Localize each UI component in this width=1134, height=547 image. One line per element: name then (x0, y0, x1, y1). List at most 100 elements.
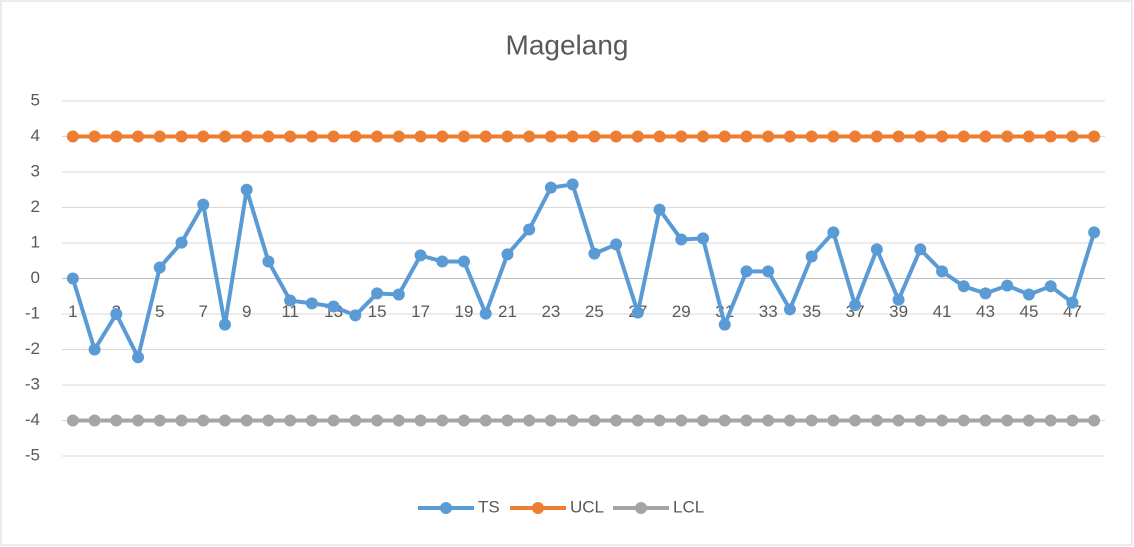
point (479, 130, 492, 143)
point (240, 183, 253, 196)
legend-marker (532, 502, 544, 514)
point (957, 414, 970, 427)
point (349, 309, 362, 322)
point (610, 238, 623, 251)
y-tick-label: -2 (25, 339, 40, 358)
point (1001, 279, 1014, 292)
point (392, 414, 405, 427)
point (436, 255, 449, 268)
y-tick-label: 1 (31, 232, 40, 251)
point (197, 130, 210, 143)
point (284, 414, 297, 427)
point (914, 414, 927, 427)
point (697, 130, 710, 143)
point (262, 255, 275, 268)
x-tick-label: 17 (411, 302, 430, 321)
point (805, 250, 818, 263)
y-tick-label: 3 (31, 161, 40, 180)
chart-title: Magelang (506, 29, 629, 60)
y-tick-label: 5 (31, 90, 40, 109)
point (544, 414, 557, 427)
point (740, 265, 753, 278)
point (566, 130, 579, 143)
point (849, 299, 862, 312)
point (132, 130, 145, 143)
point (653, 130, 666, 143)
point (1044, 130, 1057, 143)
point (436, 130, 449, 143)
point (1066, 296, 1079, 309)
point (544, 181, 557, 194)
point (501, 248, 514, 261)
point (762, 414, 775, 427)
point (414, 130, 427, 143)
x-tick-label: 35 (802, 302, 821, 321)
point (305, 130, 318, 143)
point (66, 414, 79, 427)
point (501, 130, 514, 143)
point (414, 249, 427, 262)
point (457, 414, 470, 427)
point (110, 414, 123, 427)
legend-label: LCL (673, 497, 704, 516)
point (66, 272, 79, 285)
point (675, 414, 688, 427)
point (414, 414, 427, 427)
x-tick-label: 21 (498, 302, 517, 321)
y-tick-label: -3 (25, 374, 40, 393)
point (371, 287, 384, 300)
point (544, 130, 557, 143)
point (892, 293, 905, 306)
point (588, 130, 601, 143)
x-tick-label: 25 (585, 302, 604, 321)
point (783, 303, 796, 316)
point (979, 130, 992, 143)
point (479, 414, 492, 427)
x-tick-label: 19 (455, 302, 474, 321)
point (1022, 414, 1035, 427)
point (631, 306, 644, 319)
point (588, 414, 601, 427)
x-tick-label: 11 (281, 302, 299, 321)
point (110, 308, 123, 320)
point (653, 414, 666, 427)
point (610, 130, 623, 143)
y-tick-label: 0 (31, 268, 40, 287)
point (262, 130, 275, 143)
point (849, 414, 862, 427)
point (479, 307, 492, 320)
point (175, 130, 188, 143)
point (153, 130, 166, 143)
point (566, 414, 579, 427)
x-tick-label: 33 (759, 302, 778, 321)
point (284, 130, 297, 143)
point (1088, 130, 1101, 143)
point (371, 414, 384, 427)
legend-label: TS (478, 497, 500, 516)
point (1066, 130, 1079, 143)
point (457, 130, 470, 143)
point (783, 414, 796, 427)
point (783, 130, 796, 143)
point (936, 130, 949, 143)
point (718, 318, 731, 331)
point (327, 414, 340, 427)
point (870, 130, 883, 143)
point (218, 130, 231, 143)
point (675, 233, 688, 246)
point (827, 414, 840, 427)
point (1001, 130, 1014, 143)
point (523, 130, 536, 143)
point (197, 414, 210, 427)
point (501, 414, 514, 427)
point (805, 414, 818, 427)
point (284, 294, 297, 307)
point (1001, 414, 1014, 427)
point (957, 280, 970, 293)
point (132, 414, 145, 427)
point (218, 318, 231, 331)
point (1022, 288, 1035, 301)
point (218, 414, 231, 427)
x-tick-label: 5 (155, 302, 164, 321)
